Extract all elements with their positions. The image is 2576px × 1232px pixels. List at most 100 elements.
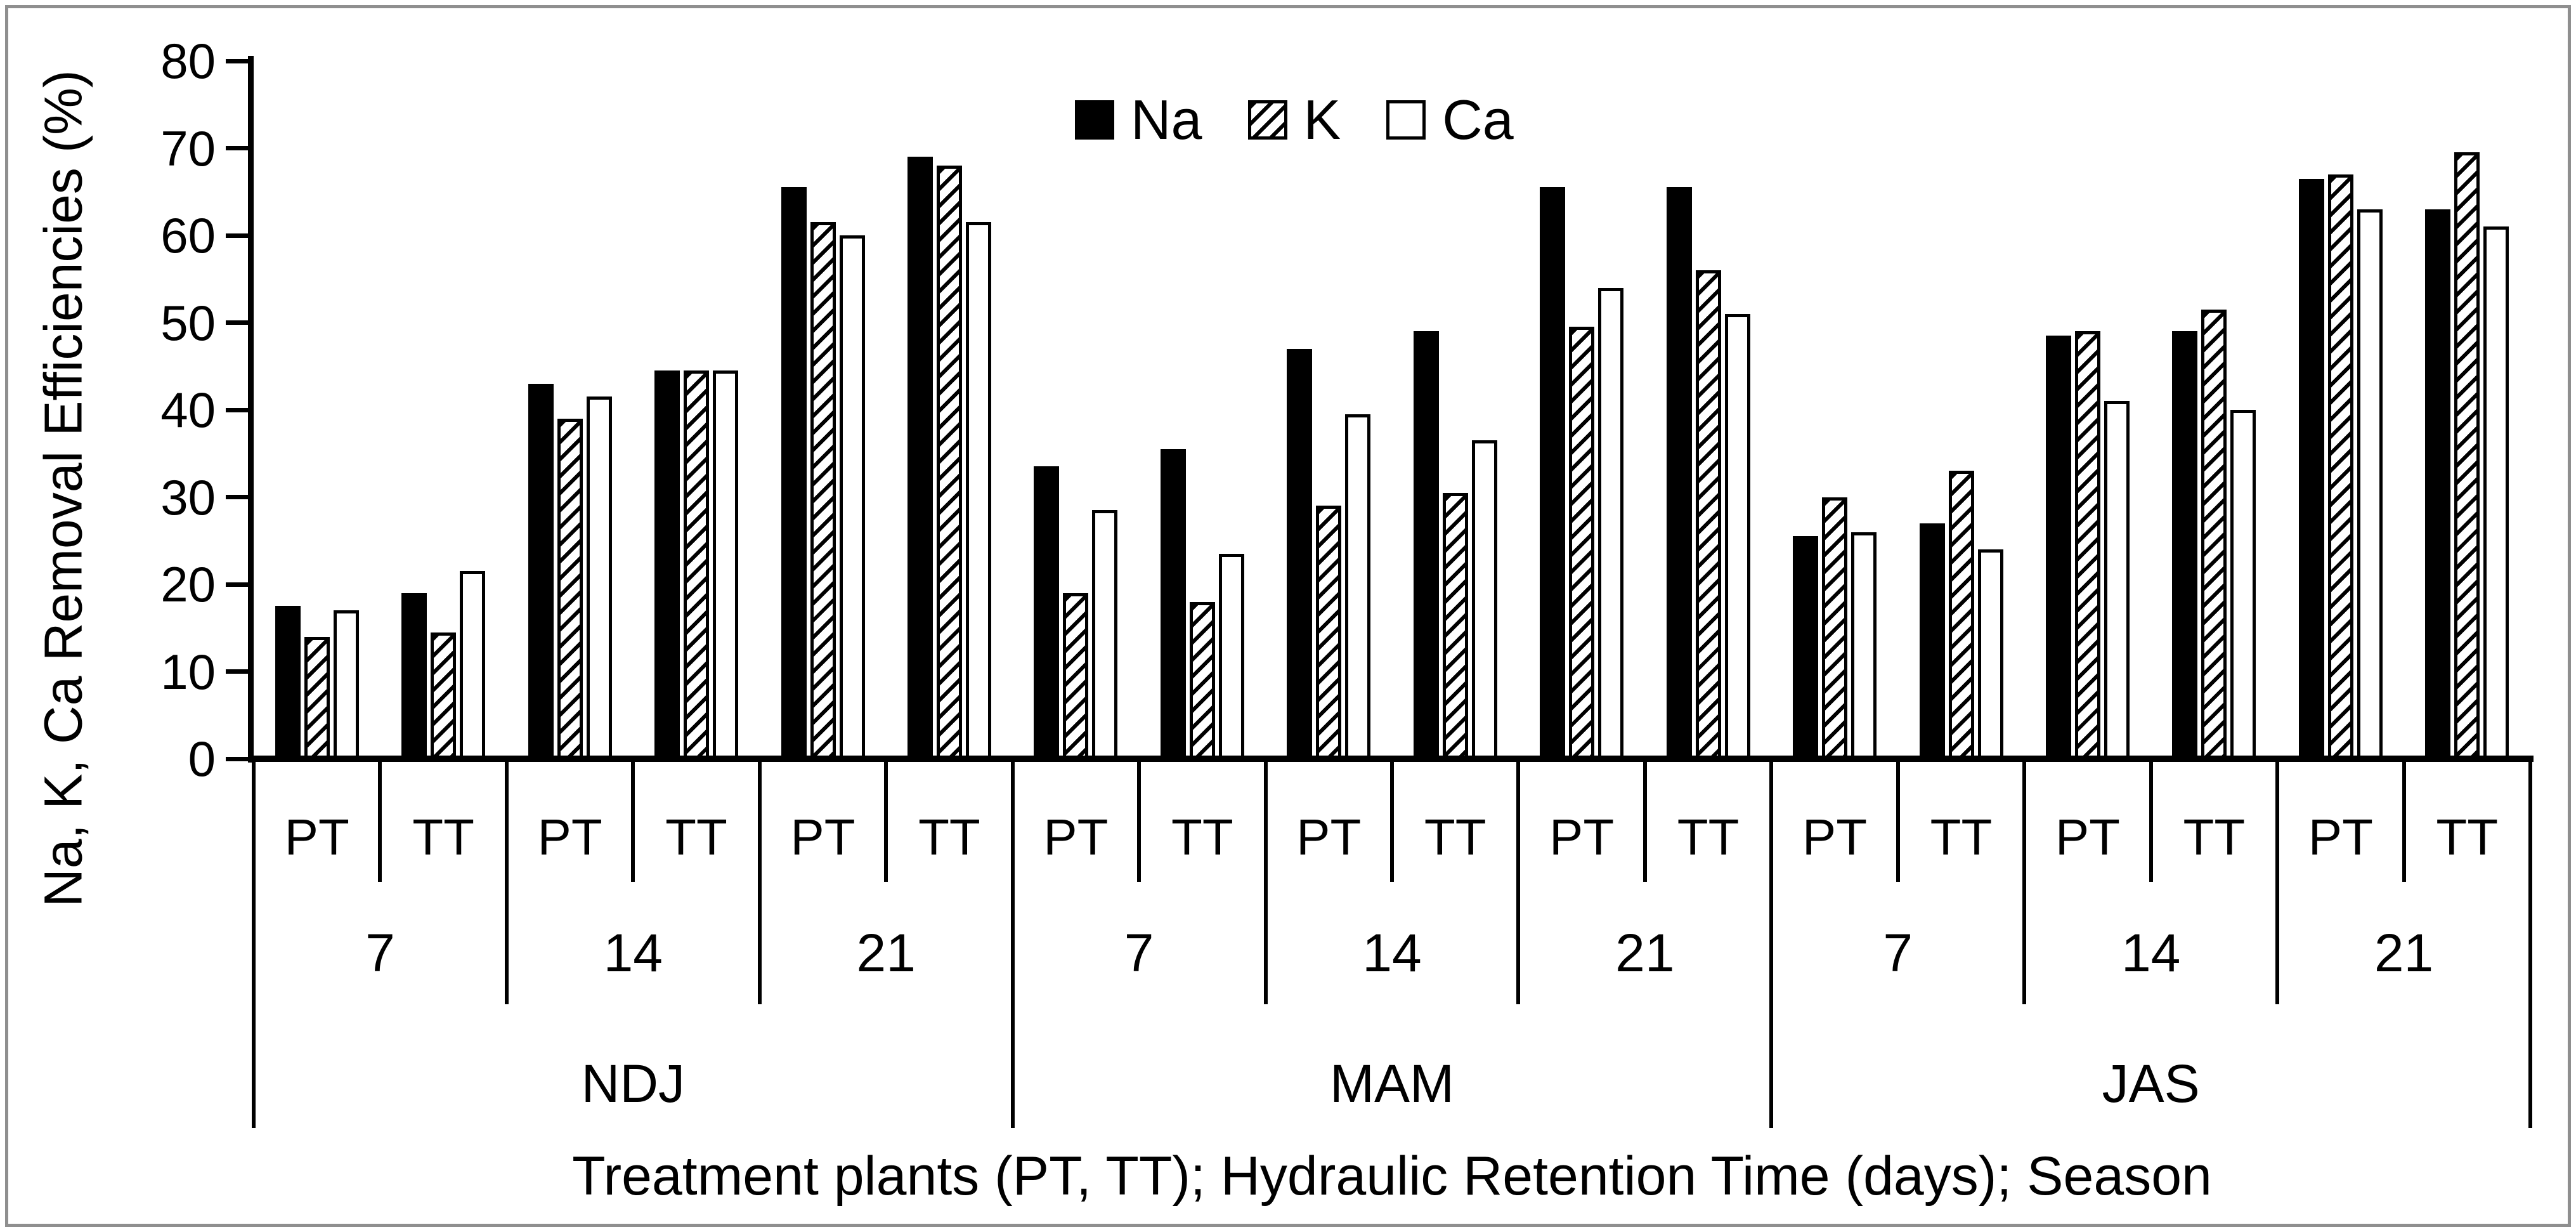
x-label-plant-mam-21-pt: PT	[1549, 809, 1615, 865]
bar-mam-14-pt-k	[1316, 506, 1342, 759]
x-label-plant-jas-14-tt: TT	[2183, 809, 2246, 865]
bar-ndj-21-pt-ca	[839, 235, 865, 759]
y-tick-label-50: 50	[160, 294, 216, 351]
bar-ndj-21-tt-k	[936, 166, 962, 759]
y-tick-0	[226, 756, 254, 761]
bar-ndj-14-pt-na	[528, 383, 554, 759]
x-grid-separator-3	[631, 759, 635, 882]
x-grid-separator-13	[1896, 759, 1900, 882]
x-label-hrt-ndj-7: 7	[365, 923, 395, 983]
bar-jas-14-pt-k	[2074, 331, 2100, 759]
bar-jas-21-tt-k	[2454, 152, 2480, 759]
bar-jas-14-tt-ca	[2230, 410, 2256, 759]
x-grid-separator-8	[1263, 759, 1268, 1004]
x-label-plant-ndj-21-tt: TT	[918, 809, 980, 865]
legend-item-ca: Ca	[1386, 88, 1514, 152]
y-tick-label-20: 20	[160, 556, 216, 612]
y-axis-line	[248, 56, 254, 763]
legend-swatch-k-icon	[1247, 100, 1287, 140]
bar-ndj-7-pt-k	[304, 636, 330, 759]
bar-jas-21-tt-ca	[2483, 226, 2509, 759]
x-label-plant-jas-7-tt: TT	[1930, 809, 1993, 865]
x-grid-separator-0	[252, 759, 256, 1128]
x-label-plant-jas-14-pt: PT	[2055, 809, 2121, 865]
x-grid-separator-9	[1390, 759, 1394, 882]
bar-mam-21-tt-k	[1695, 270, 1721, 759]
bar-mam-14-tt-na	[1413, 331, 1439, 759]
bar-mam-21-pt-na	[1540, 187, 1566, 759]
bar-jas-7-tt-ca	[1977, 549, 2003, 759]
x-label-plant-ndj-14-tt: TT	[665, 809, 727, 865]
y-tick-30	[226, 495, 254, 499]
x-label-plant-jas-21-pt: PT	[2308, 809, 2373, 865]
y-tick-80	[226, 58, 254, 63]
x-label-plant-mam-14-tt: TT	[1424, 809, 1486, 865]
bar-ndj-21-tt-na	[907, 157, 933, 759]
x-grid-separator-6	[1010, 759, 1015, 1128]
bar-ndj-14-tt-k	[684, 370, 710, 759]
bar-mam-7-pt-na	[1034, 466, 1060, 759]
x-label-plant-mam-7-tt: TT	[1171, 809, 1233, 865]
x-label-season-mam: MAM	[1329, 1054, 1454, 1113]
x-grid-separator-18	[2528, 759, 2532, 1128]
bar-jas-7-pt-k	[1822, 497, 1848, 759]
x-grid-separator-5	[884, 759, 888, 882]
x-grid-separator-4	[757, 759, 762, 1004]
y-tick-label-0: 0	[188, 731, 216, 787]
x-label-plant-mam-14-pt: PT	[1296, 809, 1362, 865]
x-grid-separator-10	[1516, 759, 1521, 1004]
x-label-plant-ndj-14-pt: PT	[537, 809, 602, 865]
bar-ndj-21-pt-k	[810, 222, 836, 759]
legend-item-na: Na	[1075, 88, 1202, 152]
y-tick-70	[226, 146, 254, 150]
x-grid-separator-2	[504, 759, 509, 1004]
bar-ndj-7-pt-ca	[333, 610, 359, 759]
bar-mam-21-tt-na	[1666, 187, 1692, 759]
x-grid-separator-15	[2149, 759, 2153, 882]
bar-ndj-14-tt-ca	[713, 370, 739, 759]
x-label-hrt-mam-7: 7	[1124, 923, 1154, 983]
x-label-plant-ndj-7-tt: TT	[412, 809, 475, 865]
bar-mam-7-pt-ca	[1092, 510, 1118, 759]
bar-jas-7-tt-k	[1948, 471, 1974, 759]
bar-mam-7-pt-k	[1063, 593, 1089, 759]
legend-item-k: K	[1247, 88, 1341, 152]
x-label-hrt-jas-14: 14	[2121, 923, 2181, 983]
bar-jas-7-tt-na	[1919, 523, 1945, 759]
bar-jas-21-pt-na	[2298, 178, 2324, 759]
x-label-plant-mam-21-tt: TT	[1677, 809, 1740, 865]
bar-mam-21-pt-k	[1569, 327, 1595, 759]
bar-jas-21-tt-na	[2425, 209, 2451, 759]
legend: Na K Ca	[1075, 88, 1514, 152]
y-tick-40	[226, 407, 254, 412]
bar-mam-14-pt-ca	[1345, 414, 1371, 759]
bar-ndj-21-pt-na	[781, 187, 807, 759]
bar-mam-7-tt-na	[1160, 449, 1186, 759]
legend-label-k: K	[1303, 88, 1341, 151]
y-tick-label-10: 10	[160, 643, 216, 700]
legend-label-ca: Ca	[1442, 88, 1514, 151]
x-axis-line	[248, 756, 2534, 762]
y-tick-20	[226, 582, 254, 587]
y-tick-label-70: 70	[160, 120, 216, 176]
x-label-hrt-mam-14: 14	[1362, 923, 1422, 983]
figure-border	[5, 5, 2571, 1227]
bar-mam-7-tt-k	[1189, 601, 1215, 759]
bar-mam-21-tt-ca	[1724, 313, 1750, 759]
bar-mam-14-pt-na	[1287, 348, 1313, 759]
bar-jas-7-pt-na	[1793, 536, 1819, 759]
x-label-plant-mam-7-pt: PT	[1043, 809, 1109, 865]
bar-jas-7-pt-ca	[1851, 532, 1877, 759]
bar-ndj-14-tt-na	[654, 370, 680, 759]
bar-ndj-21-tt-ca	[965, 222, 991, 759]
legend-swatch-na-icon	[1075, 100, 1114, 140]
x-grid-separator-16	[2275, 759, 2280, 1004]
y-axis-title: Na, K, Ca Removal Efficiencies (%)	[33, 70, 93, 907]
bar-mam-14-tt-k	[1442, 492, 1468, 759]
legend-swatch-ca-icon	[1386, 100, 1426, 140]
y-tick-label-80: 80	[160, 33, 216, 89]
x-label-hrt-mam-21: 21	[1615, 923, 1675, 983]
bar-jas-14-tt-na	[2172, 331, 2198, 759]
y-tick-label-30: 30	[160, 469, 216, 525]
